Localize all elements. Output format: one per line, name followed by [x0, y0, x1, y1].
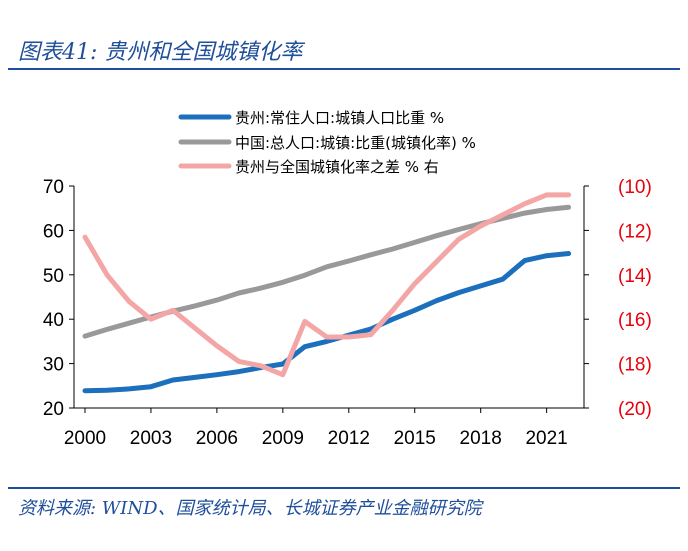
right-axis-tick-label: (12) [618, 221, 652, 242]
left-axis-tick-label: 30 [43, 355, 64, 376]
figure-title: 图表41: 贵州和全国城镇化率 [18, 40, 303, 65]
footer-divider [8, 487, 680, 489]
right-axis-tick-label: (14) [618, 266, 652, 287]
chart-series [82, 192, 572, 394]
left-axis-tick-label: 20 [43, 399, 64, 420]
legend-label-0: 贵州:常住人口:城镇人口比重 % [235, 109, 444, 127]
left-axis-tick-label: 50 [43, 266, 64, 287]
legend-label-2: 贵州与全国城镇化率之差 % 右 [235, 158, 439, 176]
x-axis-tick-label: 2000 [64, 428, 106, 449]
x-axis-tick-label: 2018 [460, 428, 502, 449]
left-axis-tick-label: 60 [43, 221, 64, 242]
chart-axes: 70 60 50 40 30 20 (10) (12) (14) (16) (18) (20) 2000… [43, 177, 652, 449]
title-divider [8, 68, 680, 70]
x-axis-tick-label: 2012 [328, 428, 370, 449]
series-line-2 [82, 192, 572, 378]
right-axis-tick-label: (20) [618, 399, 652, 420]
x-axis-tick-label: 2003 [130, 428, 172, 449]
right-axis-tick-label: (10) [618, 177, 652, 198]
right-axis-tick-label: (18) [618, 355, 652, 376]
legend-label-1: 中国:总人口:城镇:比重(城镇化率) % [235, 134, 476, 152]
x-axis-tick-label: 2015 [394, 428, 436, 449]
x-axis-tick-label: 2009 [262, 428, 304, 449]
source-note: 资料来源: WIND、国家统计局、长城证券产业金融研究院 [18, 498, 482, 519]
x-axis-tick-label: 2021 [525, 428, 567, 449]
chart-legend: 贵州:常住人口:城镇人口比重 % 中国:总人口:城镇:比重(城镇化率) % 贵州与全… [178, 109, 476, 176]
left-axis-tick-label: 40 [43, 310, 64, 331]
x-axis-tick-label: 2006 [196, 428, 238, 449]
left-axis-tick-label: 70 [43, 177, 64, 198]
series-line-0 [82, 251, 572, 394]
right-axis-tick-label: (16) [618, 310, 652, 331]
